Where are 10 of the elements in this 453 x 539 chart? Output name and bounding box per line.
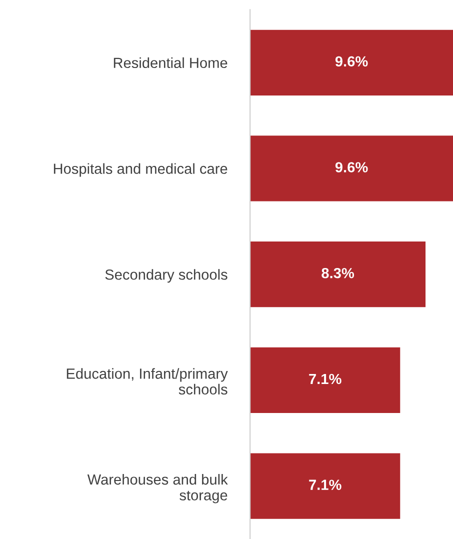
y-tick-label: Education, Infant/primary schools — [66, 368, 228, 395]
data-label: 9.6% — [335, 56, 368, 67]
y-tick-label: Secondary schools — [105, 269, 228, 283]
y-tick-label: Hospitals and medical care — [54, 163, 228, 177]
y-tick-label: Residential Home — [114, 57, 228, 68]
data-label: 8.3% — [322, 268, 354, 278]
data-label: 7.1% — [309, 374, 342, 384]
y-tick-label: Warehouses and bulk storage — [87, 474, 228, 504]
data-label: 9.6% — [335, 162, 368, 172]
data-label: 7.1% — [309, 480, 342, 490]
